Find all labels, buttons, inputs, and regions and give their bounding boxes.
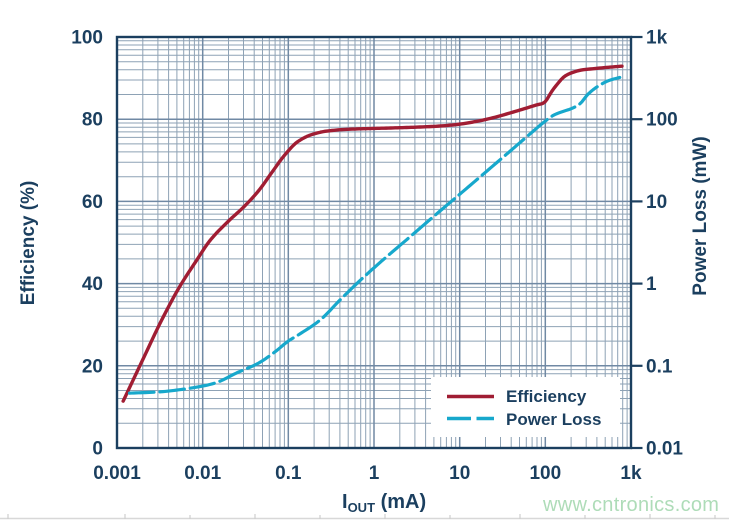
svg-text:40: 40 — [82, 274, 103, 295]
svg-text:100: 100 — [71, 28, 103, 49]
svg-text:0.01: 0.01 — [184, 463, 221, 484]
svg-text:1k: 1k — [646, 28, 668, 49]
svg-text:0.01: 0.01 — [646, 439, 683, 460]
svg-text:0.1: 0.1 — [646, 356, 673, 377]
svg-text:0.1: 0.1 — [275, 463, 302, 484]
svg-text:20: 20 — [82, 356, 103, 377]
svg-text:1: 1 — [646, 274, 657, 295]
svg-text:1: 1 — [369, 463, 380, 484]
svg-text:60: 60 — [82, 192, 103, 213]
svg-text:80: 80 — [82, 110, 103, 131]
svg-text:10: 10 — [449, 463, 470, 484]
svg-text:100: 100 — [646, 110, 678, 131]
svg-text:1k: 1k — [620, 463, 642, 484]
svg-text:www.cntronics.com: www.cntronics.com — [542, 494, 719, 516]
svg-text:Power Loss (mW): Power Loss (mW) — [690, 136, 711, 295]
svg-text:Power Loss: Power Loss — [506, 410, 601, 429]
svg-text:Efficiency: Efficiency — [506, 387, 587, 406]
svg-text:100: 100 — [529, 463, 561, 484]
svg-text:10: 10 — [646, 192, 667, 213]
svg-text:IOUT (mA): IOUT (mA) — [342, 491, 426, 515]
svg-text:0.001: 0.001 — [93, 463, 141, 484]
svg-text:0: 0 — [92, 439, 103, 460]
svg-text:Efficiency (%): Efficiency (%) — [18, 181, 39, 306]
